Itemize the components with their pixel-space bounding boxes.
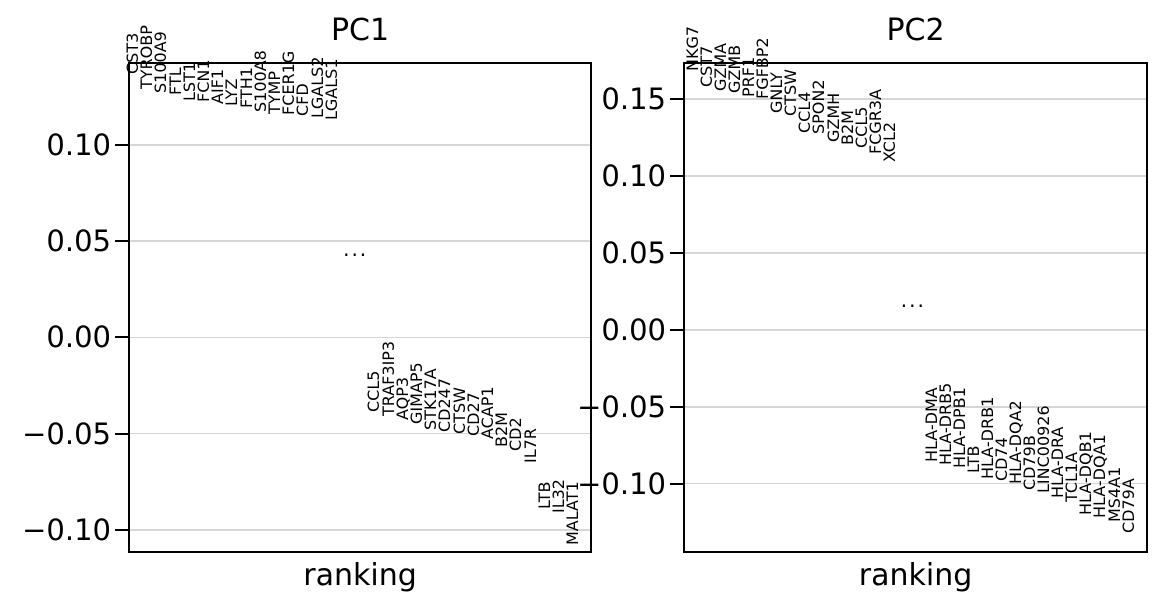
y-gridline [685,406,1146,408]
y-tick-mark [670,405,683,408]
y-tick-mark [115,143,128,146]
y-tick-mark [670,482,683,485]
y-tick-mark [670,97,683,100]
y-gridline [685,175,1146,177]
ellipsis-marker: ... [343,237,369,262]
y-tick-label: −0.05 [577,389,666,424]
y-tick-label: 0.05 [46,224,111,259]
y-gridline [685,252,1146,254]
y-gridline [130,240,590,242]
y-tick-label: 0.05 [601,235,666,270]
y-gridline [685,482,1146,485]
y-tick-label: 0.10 [601,158,666,193]
y-gridline [685,98,1146,100]
y-tick-mark [115,240,128,243]
gene-label: XCL2 [879,121,899,163]
y-tick-label: 0.10 [46,127,111,162]
y-tick-label: −0.10 [22,512,111,547]
pc1-xaxis-label: ranking [303,558,417,593]
y-tick-mark [115,336,128,339]
y-tick-label: 0.00 [601,312,666,347]
ellipsis-marker: ... [900,287,926,312]
y-tick-label: 0.15 [601,81,666,116]
y-gridline [130,336,590,339]
panel-pc1-title: PC1 [330,13,390,48]
pc2-xaxis-label: ranking [858,558,973,593]
y-tick-mark [115,528,128,531]
y-tick-mark [670,174,683,177]
y-tick-mark [670,251,683,254]
y-gridline [130,144,590,146]
gene-label: LGALS1 [321,58,341,120]
pc2-plot-area [683,62,1148,553]
y-tick-label: −0.05 [22,416,111,451]
gene-label: IL7R [520,427,540,463]
y-gridline [685,329,1146,331]
pc1-plot-area [128,62,592,553]
y-tick-label: −0.10 [577,466,666,501]
y-tick-mark [115,432,128,435]
y-tick-label: 0.00 [46,320,111,355]
panel-pc2-title: PC2 [886,13,945,48]
y-gridline [130,432,590,435]
y-gridline [130,529,590,531]
y-tick-mark [670,328,683,331]
gene-label: CD79A [1118,478,1138,533]
